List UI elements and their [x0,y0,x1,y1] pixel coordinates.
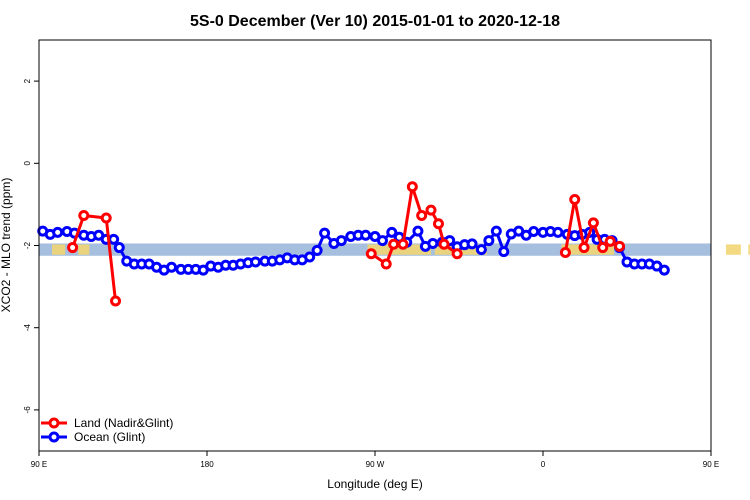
land-point [597,242,609,254]
land-point [425,204,437,216]
land-point [78,209,90,221]
ocean-point [475,244,487,256]
y-tick-label: -6 [23,406,32,414]
ocean-point [360,229,372,241]
land-point [604,235,616,247]
x-tick-label: 180 [200,460,214,469]
land-point [380,258,392,270]
ocean-point [490,225,502,237]
land-point [451,248,463,260]
land-point [569,193,581,205]
y-tick-label: 2 [23,78,32,83]
ocean-point [498,246,510,258]
chart-title: 5S-0 December (Ver 10) 2015-01-01 to 202… [190,13,560,30]
x-axis-label: Longitude (deg E) [327,477,422,491]
ocean-point [466,238,478,250]
y-tick-label: 0 [23,161,32,166]
ocean-point [528,226,540,238]
x-axis: 90 E 180 90 W 0 90 E [31,451,719,469]
land-point [67,242,79,254]
x-tick-label: 90 E [703,460,719,469]
legend-label: Land (Nadir&Glint) [74,416,173,430]
ocean-point [319,227,331,239]
legend-label: Ocean (Glint) [74,430,145,444]
land-point [100,212,112,224]
land-point [388,238,400,250]
land-point [587,217,599,229]
x-tick-label: 0 [541,460,546,469]
y-axis: -6 -4 -2 0 2 [23,78,39,413]
land-point [397,238,409,250]
ocean-point [386,226,398,238]
band-highlight [78,244,90,255]
ocean-point [311,244,323,256]
plot-area [37,181,750,307]
ocean-point [304,251,316,263]
ocean-point [113,242,125,254]
land-point [416,209,428,221]
ocean-point [552,226,564,238]
land-point [406,181,418,193]
band-highlight [52,244,66,255]
land-point [432,218,444,230]
ocean-point [658,264,670,276]
land-point [438,238,450,250]
ocean-point [427,237,439,249]
ocean-point [250,256,262,268]
land-point [365,248,377,260]
ocean-point [412,225,424,237]
y-axis-label: XCO2 - MLO trend (ppm) [0,178,13,313]
y-tick-label: -4 [23,324,32,332]
band-highlight [725,244,741,255]
ocean-point [335,235,347,247]
ocean-point [376,235,388,247]
land-point [578,242,590,254]
y-tick-label: -2 [23,241,32,249]
x-tick-label: 90 E [31,460,47,469]
land-series-line [370,186,458,267]
ocean-point [166,261,178,273]
legend-marker [48,431,60,443]
land-point [614,240,626,252]
band-highlight [748,244,750,255]
band-highlight [367,244,431,255]
land-series-line [71,213,117,302]
land-point [110,295,122,307]
legend: Land (Nadir&Glint)Ocean (Glint) [41,416,173,444]
ocean-point [483,235,495,247]
ocean-point [52,226,64,238]
ocean-point [108,233,120,245]
legend-marker [48,417,60,429]
land-point [559,246,571,258]
x-tick-label: 90 W [366,460,385,469]
